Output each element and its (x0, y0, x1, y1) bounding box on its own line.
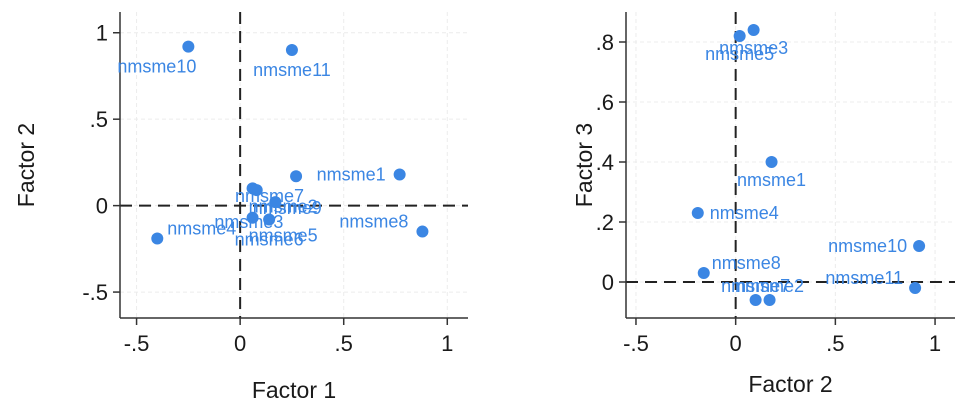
chart1-x-axis-title: Factor 1 (252, 377, 336, 403)
chart1-data-point (416, 225, 429, 238)
chart2-point-label: nmsme8 (712, 253, 781, 273)
chart1-data-point (182, 40, 195, 53)
chart1-x-tick-label: 0 (234, 331, 246, 356)
chart1-x-tick-label: -.5 (124, 331, 150, 356)
chart1-point-label: nmsme4 (167, 218, 236, 238)
chart2-point-label: nmsme11 (825, 268, 903, 288)
chart1-point-label: nmsme2 (249, 196, 318, 216)
chart1-data-point (246, 211, 259, 224)
chart1-point-label: nmsme6 (235, 229, 304, 249)
chart2-data-point (909, 282, 922, 294)
chart1-point-label: nmsme10 (117, 57, 196, 77)
chart2-y-tick-label: .2 (596, 210, 614, 235)
chart2-point-label: nmsme3 (719, 38, 788, 58)
chart2-point-label: nmsme5 (705, 44, 774, 64)
chart1-data-point (269, 196, 282, 209)
chart1-data-point (250, 184, 263, 197)
chart1-x-tick-label: .5 (335, 331, 353, 356)
chart2-point-label: nmsme1 (737, 170, 806, 190)
chart2-data-point (763, 294, 776, 306)
chart2-data-point (733, 30, 746, 42)
chart2-point-label: nmsme2 (735, 276, 804, 296)
chart2-data-point (913, 240, 926, 252)
chart2-x-tick-label: 1 (929, 331, 941, 356)
chart2-point-label: nmsme10 (828, 236, 907, 256)
chart2-data-point (765, 156, 778, 168)
chart2-data-point (747, 24, 760, 36)
chart1-y-tick-label: -.5 (82, 280, 108, 305)
chart1-data-point (263, 213, 276, 226)
chart2-plot-area (626, 12, 955, 318)
chart2-y-axis-title: Factor 3 (571, 123, 597, 207)
chart2-x-tick-label: -.5 (623, 331, 649, 356)
chart1-y-axis-title: Factor 2 (13, 123, 39, 207)
chart1-point-label: nmsme1 (317, 165, 386, 185)
chart2-y-tick-label: .4 (596, 150, 614, 175)
chart2-point-label: nmsme7 (721, 276, 790, 296)
chart2-y-tick-label: 0 (602, 270, 614, 295)
chart1-y-tick-label: 1 (96, 21, 108, 46)
chart2-x-axis-title: Factor 2 (748, 371, 832, 397)
chart2-point-label: nmsme4 (710, 203, 779, 223)
chart1-point-label: nmsme8 (339, 212, 408, 232)
chart1-data-point (393, 168, 406, 181)
chart2-data-point (697, 267, 710, 279)
chart1-point-label: nmsme7 (235, 186, 304, 206)
chart2-data-point (749, 294, 762, 306)
chart2-x-tick-label: 0 (730, 331, 742, 356)
chart1-point-label: nmsme5 (249, 226, 318, 246)
chart1-data-point (285, 44, 298, 57)
chart1-y-tick-label: .5 (90, 107, 108, 132)
chart2-data-point (691, 207, 704, 219)
chart1-point-label: nmsme11 (253, 60, 331, 80)
chart1-plot-area (120, 12, 468, 318)
chart1-x-tick-label: 1 (441, 331, 453, 356)
chart2-x-tick-label: .5 (826, 331, 844, 356)
chart1-y-tick-label: 0 (96, 194, 108, 219)
chart1-data-point (151, 232, 164, 245)
chart2-y-tick-label: .6 (596, 90, 614, 115)
chart1-data-point (290, 170, 303, 183)
chart2-y-tick-label: .8 (596, 30, 614, 55)
